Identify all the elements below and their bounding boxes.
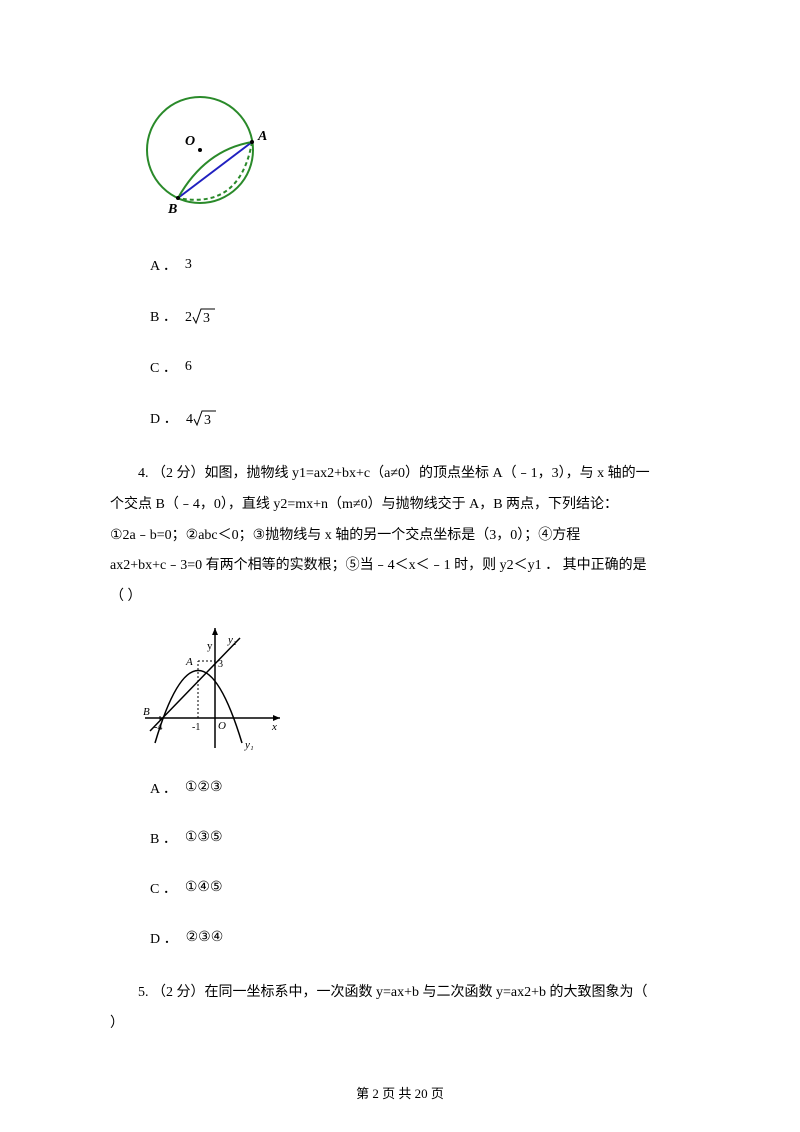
question-5: 5. （2 分）在同一坐标系中，一次函数 y=ax+b 与二次函数 y=ax2+… [110,978,690,1040]
option-label: B ． [150,828,177,848]
label-A: A [257,129,267,144]
label-O: O [218,720,226,732]
q4-option-c: C ． ①④⑤ [150,878,690,898]
label-neg4: -4 [154,722,162,733]
svg-text:4: 4 [186,412,193,427]
option-value: 6 [185,359,192,375]
label-y1: y₁ [244,739,254,751]
sqrt-expression: 2 3 [185,305,219,327]
option-label: D ． [150,408,178,428]
option-label: A ． [150,778,177,798]
label-y-axis: y [207,640,213,652]
label-y2: y₂ [227,634,237,646]
option-value: ①④⑤ [185,879,223,896]
label-three: 3 [218,659,223,670]
q3-option-c: C ． 6 [150,357,690,377]
option-label: C ． [150,357,177,377]
label-A: A [185,656,193,668]
q3-option-a: A ． 3 [150,255,690,275]
option-value: 3 [185,257,192,273]
page-footer: 第 2 页 共 20 页 [0,1083,800,1102]
label-B: B [143,706,150,718]
q4-option-a: A ． ①②③ [150,778,690,798]
svg-text:2: 2 [185,310,192,325]
option-value: ②③④ [186,929,224,946]
option-label: D ． [150,928,178,948]
parabola-figure: y₂ y₁ A B O x -1 -4 3 y [140,623,690,758]
q4-line4: ax2+bx+c﹣3=0 有两个相等的实数根；⑤当﹣4＜x＜﹣1 时，则 y2＜… [110,551,690,582]
question-4: 4. （2 分）如图，抛物线 y1=ax2+bx+c（a≠0）的顶点坐标 A（﹣… [110,459,690,613]
option-value: ①②③ [185,779,223,796]
label-B: B [167,202,177,217]
label-O: O [185,134,195,149]
q4-option-d: D ． ②③④ [150,928,690,948]
option-label: A ． [150,255,177,275]
q4-line2: 个交点 B（﹣4，0），直线 y2=mx+n（m≠0）与抛物线交于 A，B 两点… [110,490,690,521]
q5-line2: ） [110,1009,690,1040]
q5-line1: 5. （2 分）在同一坐标系中，一次函数 y=ax+b 与二次函数 y=ax2+… [110,978,690,1009]
label-x: x [271,721,277,733]
q4-line1: 4. （2 分）如图，抛物线 y1=ax2+bx+c（a≠0）的顶点坐标 A（﹣… [110,459,690,490]
option-label: B ． [150,306,177,326]
circle-figure: O A B [130,90,690,230]
svg-text:3: 3 [203,311,210,326]
option-label: C ． [150,878,177,898]
q4-line5: （ ） [110,582,690,613]
sqrt-expression: 4 3 [186,407,220,429]
q4-line3: ①2a﹣b=0；②abc＜0；③抛物线与 x 轴的另一个交点坐标是（3，0）；④… [110,521,690,552]
svg-text:3: 3 [204,413,211,428]
q3-option-d: D ． 4 3 [150,407,690,429]
label-neg1: -1 [192,722,200,733]
q4-option-b: B ． ①③⑤ [150,828,690,848]
option-value: ①③⑤ [185,829,223,846]
q3-option-b: B ． 2 3 [150,305,690,327]
